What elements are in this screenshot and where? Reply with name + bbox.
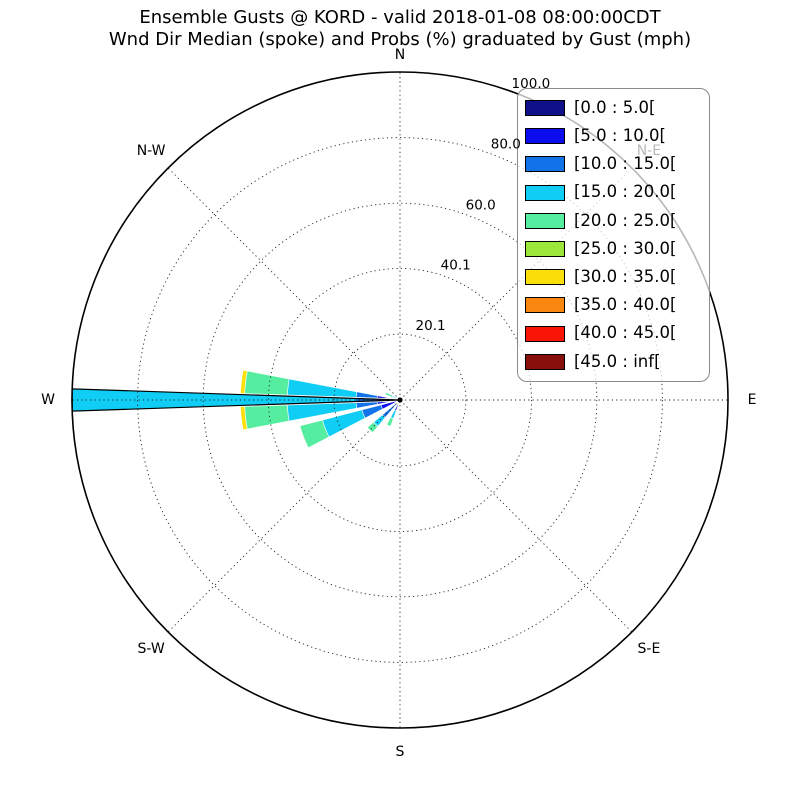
legend-swatch-icon — [525, 353, 565, 370]
legend-swatch-icon — [525, 184, 565, 201]
grid-circle — [333, 333, 467, 467]
legend-swatch-icon — [525, 100, 565, 117]
compass-label-s: S — [396, 744, 405, 760]
legend-item: [5.0 : 10.0[ — [525, 124, 705, 148]
compass-label-sw: S-W — [137, 641, 164, 657]
legend-item-label: [5.0 : 10.0[ — [574, 126, 666, 146]
legend-item: [30.0 : 35.0[ — [525, 265, 705, 289]
legend-swatch-icon — [525, 325, 565, 342]
grid-spoke-line — [167, 403, 397, 633]
legend-swatch-icon — [525, 269, 565, 286]
legend-item: [45.0 : inf[ — [525, 350, 705, 374]
legend-item-label: [30.0 : 35.0[ — [574, 266, 677, 286]
wind-spokes — [239, 369, 401, 449]
wind-spoke-segment — [366, 421, 379, 434]
wind-spoke-segment — [384, 391, 393, 398]
outer-circle — [71, 71, 729, 729]
legend-swatch-icon — [525, 241, 565, 258]
grid-circle — [137, 137, 663, 663]
wind-spoke-segment — [390, 409, 397, 419]
legend-item: [35.0 : 40.0[ — [525, 293, 705, 317]
chart-title: Ensemble Gusts @ KORD - valid 2018-01-08… — [139, 7, 661, 28]
chart-subtitle: Wnd Dir Median (spoke) and Probs (%) gra… — [108, 29, 692, 50]
legend-item: [0.0 : 5.0[ — [525, 96, 705, 120]
legend: [0.0 : 5.0[ [5.0 : 10.0[ [10.0 : 15.0[ [15.… — [517, 88, 710, 382]
legend-item: [20.0 : 25.0[ — [525, 209, 705, 233]
compass-label-w: W — [41, 392, 55, 408]
center-dot — [397, 397, 403, 403]
legend-swatch-icon — [525, 212, 565, 229]
legend-item-label: [35.0 : 40.0[ — [574, 295, 677, 315]
legend-item: [10.0 : 15.0[ — [525, 152, 705, 176]
legend-swatch-icon — [525, 297, 565, 314]
grid-spoke-line — [403, 403, 633, 633]
wind-spoke-segment — [299, 419, 330, 449]
wind-spoke-segment — [386, 416, 394, 427]
legend-item-label: [45.0 : inf[ — [574, 351, 661, 371]
grid-circle — [268, 268, 532, 532]
grid-circle — [202, 202, 598, 598]
legend-item-label: [0.0 : 5.0[ — [574, 97, 656, 117]
compass-label-se: S-E — [638, 641, 661, 657]
compass-label-e: E — [748, 392, 757, 408]
legend-item-label: [25.0 : 30.0[ — [574, 238, 677, 258]
legend-swatch-icon — [525, 128, 565, 145]
grid-spoke-line — [167, 167, 397, 397]
legend-item-label: [15.0 : 20.0[ — [574, 182, 677, 202]
legend-swatch-icon — [525, 156, 565, 173]
legend-item: [40.0 : 45.0[ — [525, 322, 705, 346]
polar-grid — [72, 72, 728, 728]
legend-item-label: [10.0 : 15.0[ — [574, 154, 677, 174]
compass-label-n: N — [395, 47, 405, 63]
legend-item-label: [40.0 : 45.0[ — [574, 323, 677, 343]
wind-spoke-segment — [322, 409, 366, 438]
legend-item: [25.0 : 30.0[ — [525, 237, 705, 261]
legend-item-label: [20.0 : 25.0[ — [574, 210, 677, 230]
legend-item: [15.0 : 20.0[ — [525, 181, 705, 205]
compass-label-nw: N-W — [137, 143, 166, 159]
